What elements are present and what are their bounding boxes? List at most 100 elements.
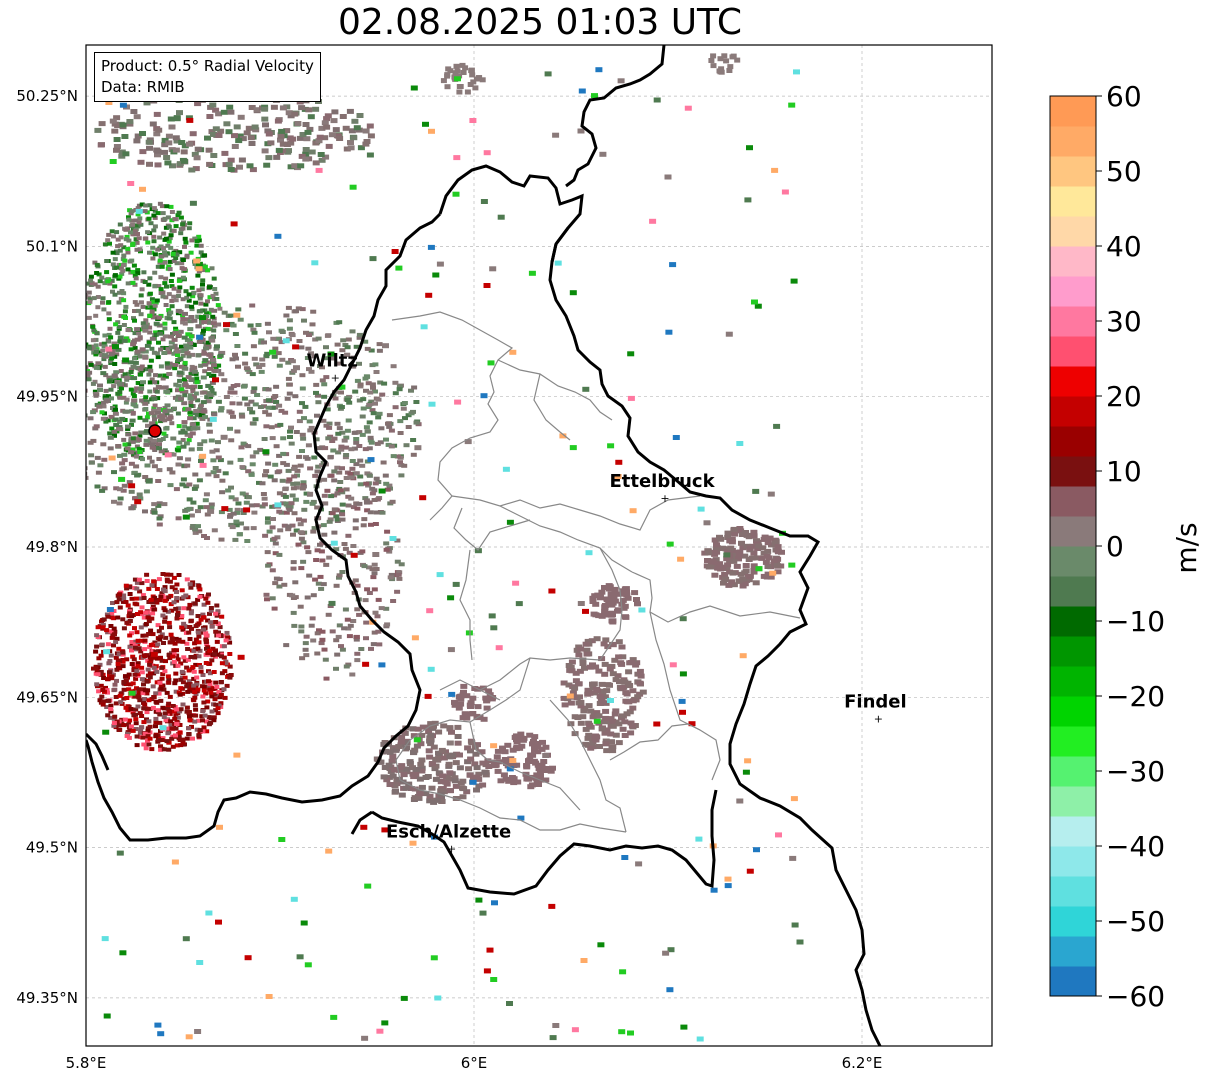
echo-cell (336, 575, 342, 580)
echo-cell (321, 493, 328, 498)
echo-cell (122, 717, 128, 722)
echo-cell (463, 715, 471, 721)
echo-cell (117, 693, 123, 698)
echo-cell (336, 623, 343, 628)
echo-cell (587, 745, 595, 751)
echo-cell (148, 411, 155, 416)
echo-cell (214, 603, 220, 608)
echo-cell (187, 345, 194, 350)
echo-cell (187, 602, 193, 607)
echo-cell (187, 718, 193, 723)
colorbar-segment (1050, 426, 1096, 457)
echo-cell (138, 727, 144, 732)
echo-cell (436, 261, 444, 267)
echo-cell (276, 584, 283, 589)
echo-cell (70, 413, 76, 417)
echo-cell (169, 298, 175, 303)
echo-cell (150, 611, 156, 616)
echo-cell (140, 691, 146, 696)
echo-cell (130, 241, 136, 246)
echo-cell (120, 650, 126, 655)
echo-cell (123, 400, 129, 405)
echo-cell (774, 544, 782, 550)
echo-cell (614, 474, 622, 479)
echo-cell (156, 629, 162, 634)
echo-cell (611, 711, 619, 717)
echo-cell (612, 732, 620, 738)
echo-cell (502, 776, 510, 782)
echo-cell (175, 383, 182, 388)
echo-cell (610, 595, 618, 601)
echo-cell (88, 274, 94, 279)
echo-cell (153, 131, 161, 137)
echo-cell (486, 947, 494, 953)
echo-cell (232, 352, 238, 357)
echo-cell (301, 318, 307, 323)
echo-cell (579, 661, 587, 666)
echo-cell (125, 432, 132, 437)
echo-cell (304, 545, 311, 550)
echo-cell (291, 464, 298, 469)
echo-cell (269, 596, 276, 601)
echo-cell (323, 676, 330, 681)
lon-tick-label: 6.2°E (842, 1054, 883, 1072)
echo-cell (132, 496, 138, 501)
echo-cell (111, 234, 116, 239)
echo-cell (98, 653, 104, 658)
echo-cell (162, 409, 169, 414)
echo-cell (171, 351, 177, 356)
echo-cell (666, 987, 674, 993)
echo-cell (106, 375, 112, 380)
echo-cell (121, 291, 127, 296)
echo-cell (221, 687, 227, 692)
echo-cell (190, 736, 195, 741)
echo-cell (290, 532, 296, 537)
echo-cell (627, 730, 635, 736)
echo-cell (142, 638, 148, 643)
echo-cell (459, 692, 467, 698)
echo-cell (132, 360, 139, 365)
echo-cell (100, 300, 105, 305)
echo-cell (623, 589, 630, 595)
echo-cell (292, 497, 299, 502)
echo-cell (412, 772, 420, 778)
echo-cell (117, 727, 123, 732)
echo-cell (210, 360, 217, 365)
echo-cell (190, 665, 196, 670)
echo-cell (136, 577, 142, 582)
echo-cell (236, 133, 244, 139)
echo-cell (94, 633, 100, 638)
echo-cell (198, 459, 204, 463)
echo-cell (108, 414, 115, 419)
echo-cell (100, 371, 107, 376)
echo-cell (157, 598, 163, 603)
echo-cell (86, 342, 89, 347)
echo-cell (418, 732, 426, 738)
echo-cell (535, 766, 543, 772)
echo-cell (147, 706, 153, 711)
echo-cell (581, 705, 589, 711)
echo-cell (285, 376, 292, 381)
echo-cell (124, 586, 130, 591)
echo-cell (122, 151, 130, 157)
echo-cell (219, 671, 225, 676)
echo-cell (509, 758, 517, 763)
echo-cell (216, 630, 221, 635)
echo-cell (130, 109, 138, 114)
echo-cell (425, 729, 433, 735)
echo-cell (603, 727, 611, 733)
echo-cell (608, 739, 615, 745)
echo-cell (142, 509, 148, 514)
echo-cell (138, 312, 144, 317)
echo-cell (263, 469, 270, 474)
echo-cell (140, 457, 145, 462)
echo-cell (249, 454, 256, 459)
echo-cell (425, 292, 433, 298)
echo-cell (109, 674, 115, 679)
echo-cell (97, 698, 103, 703)
echo-cell (418, 768, 426, 774)
echo-cell (164, 284, 169, 289)
echo-cell (136, 446, 142, 451)
echo-cell (472, 751, 480, 757)
